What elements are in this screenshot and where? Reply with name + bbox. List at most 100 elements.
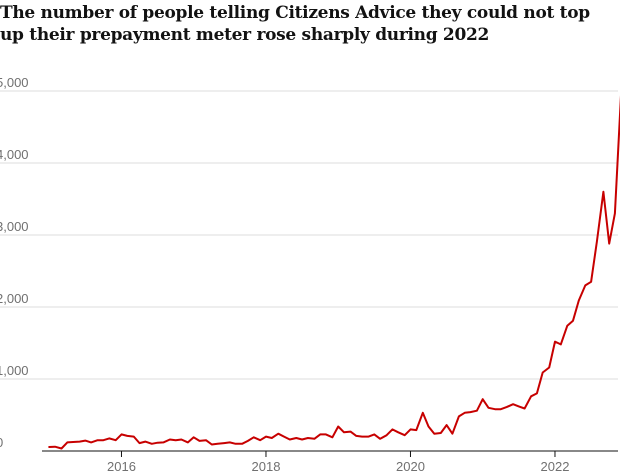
data-point xyxy=(596,240,598,242)
y-tick-label-3000: 3,000 xyxy=(0,219,29,234)
data-point xyxy=(252,436,254,438)
data-point xyxy=(301,438,303,440)
data-point xyxy=(60,447,62,449)
data-point xyxy=(48,446,50,448)
data-point xyxy=(391,428,393,430)
data-point xyxy=(494,408,496,410)
data-point xyxy=(445,424,447,426)
data-point xyxy=(295,437,297,439)
data-point xyxy=(54,445,56,447)
data-point xyxy=(283,435,285,437)
data-point xyxy=(289,438,291,440)
data-point xyxy=(343,431,345,433)
data-point xyxy=(271,437,273,439)
data-point xyxy=(259,439,261,441)
data-point xyxy=(367,435,369,437)
data-point xyxy=(114,439,116,441)
data-point xyxy=(523,407,525,409)
data-point xyxy=(277,433,279,435)
data-point xyxy=(319,433,321,435)
data-point xyxy=(355,435,357,437)
data-point xyxy=(572,319,574,321)
data-point xyxy=(602,191,604,193)
data-point xyxy=(578,299,580,301)
data-point xyxy=(409,428,411,430)
chart-title: The number of people telling Citizens Ad… xyxy=(0,3,590,45)
series-line-0 xyxy=(48,95,620,450)
data-point xyxy=(469,411,471,413)
data-point xyxy=(512,403,514,405)
data-point xyxy=(211,443,213,445)
data-point xyxy=(234,443,236,445)
x-tick-label-2022: 2022 xyxy=(541,459,570,474)
y-tick-label-1000: 1,000 xyxy=(0,363,29,378)
series-group xyxy=(48,95,620,450)
data-point xyxy=(608,242,610,244)
data-point xyxy=(337,425,339,427)
data-point xyxy=(108,437,110,439)
data-point xyxy=(476,409,478,411)
data-point xyxy=(120,433,122,435)
data-point xyxy=(614,212,616,214)
data-point xyxy=(307,437,309,439)
data-point xyxy=(241,443,243,445)
data-point xyxy=(482,398,484,400)
data-point xyxy=(180,438,182,440)
y-tick-label-5000: 5,000 xyxy=(0,75,29,90)
y-tick-label-2000: 2,000 xyxy=(0,291,29,306)
data-point xyxy=(72,441,74,443)
data-point xyxy=(102,439,104,441)
data-point xyxy=(133,435,135,437)
data-point xyxy=(458,415,460,417)
data-point xyxy=(96,439,98,441)
data-point xyxy=(174,439,176,441)
data-point xyxy=(385,434,387,436)
data-point xyxy=(349,430,351,432)
data-point xyxy=(138,442,140,444)
data-point xyxy=(151,443,153,445)
data-point xyxy=(548,366,550,368)
data-point xyxy=(463,412,465,414)
data-point xyxy=(536,392,538,394)
data-point xyxy=(223,442,225,444)
data-point xyxy=(566,325,568,327)
data-point xyxy=(427,425,429,427)
y-tick-label-4000: 4,000 xyxy=(0,147,29,162)
data-point xyxy=(560,343,562,345)
data-point xyxy=(415,429,417,431)
data-point xyxy=(229,441,231,443)
data-point xyxy=(162,441,164,443)
data-point xyxy=(66,441,68,443)
data-point xyxy=(422,412,424,414)
data-point xyxy=(265,435,267,437)
data-point xyxy=(78,440,80,442)
data-point xyxy=(500,408,502,410)
y-axis-labels: 0 1,000 2,000 3,000 4,000 5,000 xyxy=(0,75,29,450)
data-point xyxy=(313,438,315,440)
data-point xyxy=(84,439,86,441)
data-point xyxy=(361,435,363,437)
data-point xyxy=(198,440,200,442)
x-axis: 2016 2018 2020 2022 xyxy=(107,451,569,474)
x-tick-label-2018: 2018 xyxy=(252,459,281,474)
data-point xyxy=(247,440,249,442)
data-point xyxy=(205,439,207,441)
data-point xyxy=(530,395,532,397)
data-point xyxy=(379,438,381,440)
data-point xyxy=(126,435,128,437)
data-point xyxy=(187,441,189,443)
data-point xyxy=(584,284,586,286)
data-point xyxy=(440,432,442,434)
data-point xyxy=(216,443,218,445)
data-point xyxy=(433,433,435,435)
data-point xyxy=(590,281,592,283)
data-point xyxy=(169,438,171,440)
y-tick-label-0: 0 xyxy=(0,435,3,450)
data-point xyxy=(518,405,520,407)
data-point xyxy=(90,441,92,443)
data-point xyxy=(325,433,327,435)
data-point xyxy=(451,433,453,435)
data-point xyxy=(331,436,333,438)
data-point xyxy=(156,442,158,444)
